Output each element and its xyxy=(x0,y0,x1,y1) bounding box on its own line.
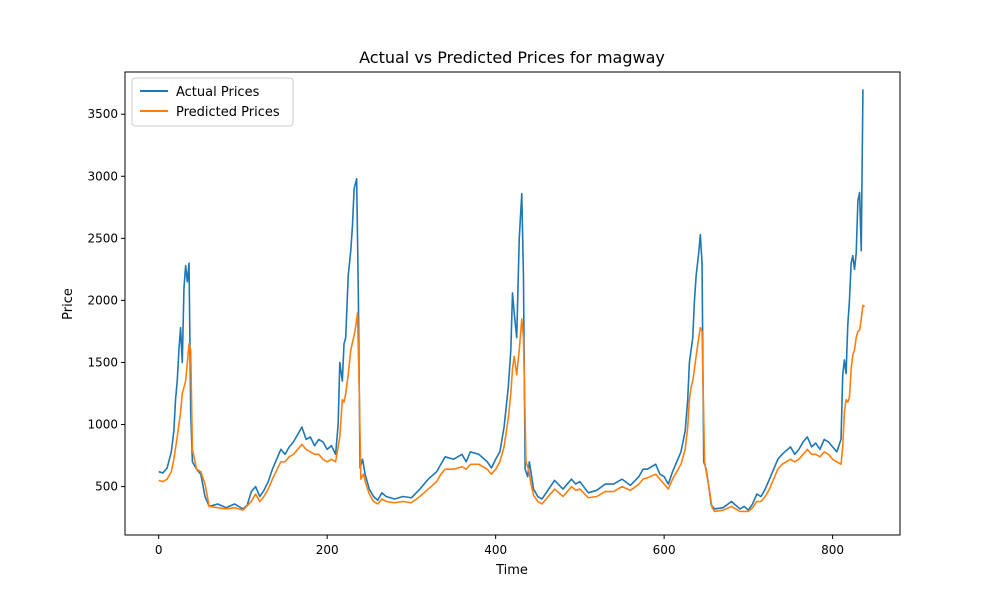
legend-label-predicted: Predicted Prices xyxy=(176,105,280,120)
y-tick-label: 2000 xyxy=(87,293,118,307)
x-tick-label: 600 xyxy=(653,543,676,557)
x-tick-label: 800 xyxy=(821,543,844,557)
y-axis-label: Price xyxy=(61,288,76,320)
legend: Actual Prices Predicted Prices xyxy=(131,77,294,127)
y-axis: 500 1000 1500 2000 2500 3000 3500 xyxy=(87,107,125,494)
x-axis-label: Time xyxy=(495,563,528,578)
y-tick-label: 1000 xyxy=(87,418,118,432)
x-tick-label: 400 xyxy=(484,543,507,557)
x-tick-label: 200 xyxy=(316,543,339,557)
legend-label-actual: Actual Prices xyxy=(176,85,260,100)
y-tick-label: 3000 xyxy=(87,169,118,183)
plot-frame xyxy=(124,71,901,536)
plot-lines xyxy=(158,89,866,513)
y-tick-label: 500 xyxy=(95,480,118,494)
series-line-predicted-prices xyxy=(158,304,866,513)
chart-title: Actual vs Predicted Prices for magway xyxy=(359,48,665,67)
x-tick-label: 0 xyxy=(155,543,163,557)
y-tick-label: 3500 xyxy=(87,107,118,121)
legend-box xyxy=(131,77,294,127)
y-tick-label: 2500 xyxy=(87,231,118,245)
series-line-actual-prices xyxy=(158,89,864,511)
x-axis: 0 200 400 600 800 xyxy=(155,535,844,557)
y-tick-label: 1500 xyxy=(87,355,118,369)
